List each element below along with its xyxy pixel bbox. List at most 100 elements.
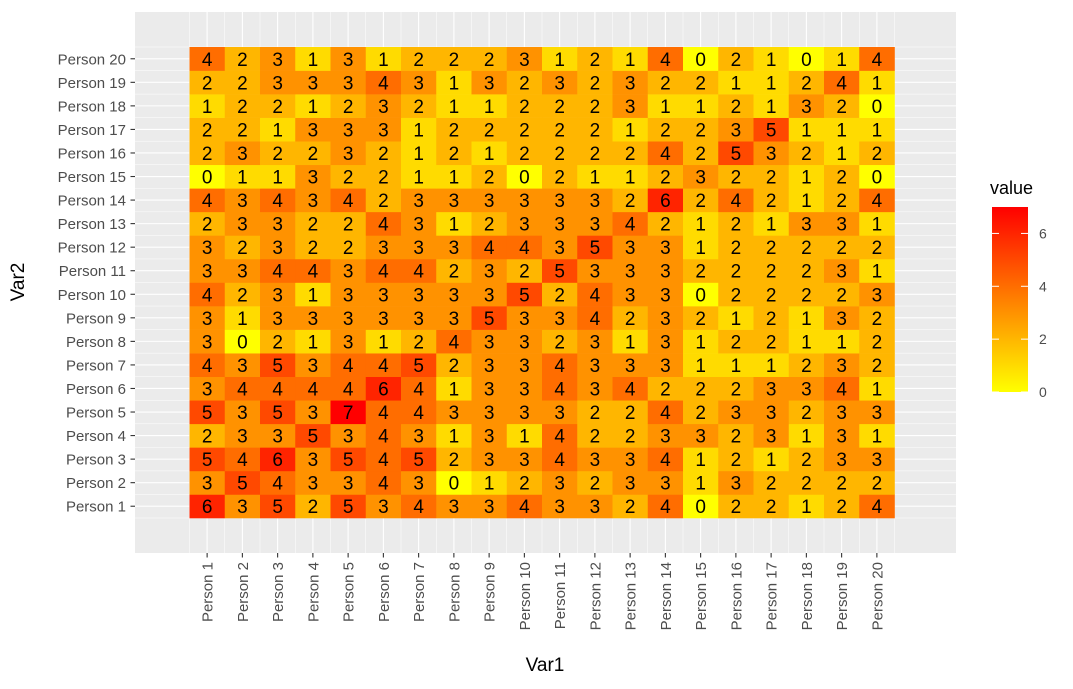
heatmap-cell bbox=[577, 47, 613, 71]
heatmap-cell bbox=[542, 329, 578, 354]
heatmap-cell bbox=[718, 353, 754, 377]
heatmap-cell bbox=[577, 141, 613, 166]
cell-value-label: 4 bbox=[378, 215, 389, 236]
heatmap-cell bbox=[859, 188, 895, 213]
heatmap-cell bbox=[859, 306, 895, 330]
legend-ticks: 0 2 4 6 bbox=[992, 225, 1047, 400]
cell-value-label: 1 bbox=[554, 50, 565, 71]
heatmap-cell bbox=[189, 188, 226, 213]
cell-value-label: 5 bbox=[237, 474, 248, 495]
heatmap-cell bbox=[471, 282, 508, 307]
cell-value-label: 2 bbox=[449, 120, 460, 141]
cell-value-label: 4 bbox=[202, 285, 213, 306]
cell-value-label: 4 bbox=[836, 73, 847, 94]
heatmap-cell bbox=[224, 400, 261, 425]
heatmap-cell bbox=[189, 94, 226, 118]
cell-value-label: 3 bbox=[449, 497, 460, 518]
heatmap-cell bbox=[471, 117, 508, 142]
cell-value-label: 3 bbox=[836, 215, 847, 236]
cell-value-label: 4 bbox=[554, 356, 565, 377]
heatmap-cell bbox=[753, 211, 790, 236]
heatmap-cell bbox=[753, 164, 790, 189]
cell-value-label: 3 bbox=[625, 73, 636, 94]
cell-value-label: 1 bbox=[872, 379, 883, 400]
y-tick-label: Person 15 bbox=[58, 169, 126, 186]
heatmap-cell bbox=[718, 470, 754, 495]
heatmap-cell bbox=[436, 258, 472, 283]
cell-value-label: 4 bbox=[202, 191, 213, 212]
heatmap-cell bbox=[260, 70, 296, 95]
cell-value-label: 2 bbox=[695, 262, 706, 283]
heatmap-cell bbox=[824, 188, 860, 213]
heatmap-cell bbox=[612, 70, 649, 95]
heatmap-cell bbox=[683, 258, 719, 283]
heatmap-cell bbox=[542, 94, 578, 118]
cell-value-label: 1 bbox=[449, 215, 460, 236]
heatmap-cell bbox=[471, 70, 508, 95]
heatmap-cell bbox=[471, 94, 508, 118]
cell-value-label: 2 bbox=[554, 285, 565, 306]
heatmap-cell bbox=[577, 94, 613, 118]
cell-value-label: 2 bbox=[590, 403, 601, 424]
cell-value-label: 3 bbox=[484, 285, 495, 306]
heatmap-cell bbox=[824, 400, 860, 425]
x-tick-label: Person 20 bbox=[869, 562, 886, 630]
cell-value-label: 3 bbox=[554, 191, 565, 212]
cell-value-label: 6 bbox=[378, 379, 389, 400]
heatmap-cell bbox=[753, 306, 790, 330]
cell-value-label: 3 bbox=[872, 285, 883, 306]
heatmap-cell bbox=[436, 164, 472, 189]
heatmap-cell bbox=[577, 211, 613, 236]
heatmap-cell bbox=[612, 282, 649, 307]
heatmap-cell bbox=[753, 282, 790, 307]
heatmap-cell bbox=[647, 306, 684, 330]
cell-value-label: 2 bbox=[413, 332, 424, 353]
legend-tick-label: 2 bbox=[1039, 331, 1047, 347]
heatmap-cell bbox=[506, 353, 543, 377]
cell-value-label: 3 bbox=[343, 332, 354, 353]
heatmap-cell bbox=[436, 376, 472, 401]
cell-value-label: 3 bbox=[590, 215, 601, 236]
heatmap-cell bbox=[260, 470, 296, 495]
cell-value-label: 3 bbox=[202, 332, 213, 353]
heatmap-cell bbox=[365, 235, 402, 260]
heatmap-cell bbox=[577, 494, 613, 519]
heatmap-cell bbox=[506, 400, 543, 425]
heatmap-cell bbox=[436, 235, 472, 260]
heatmap-cell bbox=[577, 423, 613, 448]
heatmap-cell bbox=[647, 400, 684, 425]
cell-value-label: 1 bbox=[378, 50, 389, 71]
heatmap-cell bbox=[436, 423, 472, 448]
cell-value-label: 3 bbox=[343, 427, 354, 448]
heatmap-cell bbox=[401, 376, 437, 401]
heatmap-cell bbox=[542, 400, 578, 425]
cell-value-label: 4 bbox=[554, 379, 565, 400]
cell-value-label: 4 bbox=[378, 356, 389, 377]
heatmap-cell bbox=[401, 306, 437, 330]
heatmap-cell bbox=[365, 164, 402, 189]
heatmap-cell bbox=[577, 329, 613, 354]
cell-value-label: 2 bbox=[625, 497, 636, 518]
heatmap-cell bbox=[365, 258, 402, 283]
heatmap-cell bbox=[471, 329, 508, 354]
heatmap-cell bbox=[506, 494, 543, 519]
heatmap-cell bbox=[647, 70, 684, 95]
cell-value-label: 2 bbox=[554, 332, 565, 353]
cell-value-label: 3 bbox=[202, 474, 213, 495]
heatmap-cell bbox=[330, 235, 367, 260]
heatmap-cell bbox=[859, 329, 895, 354]
cell-value-label: 1 bbox=[731, 73, 742, 94]
heatmap-cell bbox=[401, 94, 437, 118]
heatmap-cell bbox=[718, 47, 754, 71]
heatmap-cell bbox=[506, 164, 543, 189]
heatmap-cell bbox=[330, 141, 367, 166]
x-tick-label: Person 4 bbox=[305, 562, 322, 622]
cell-value-label: 3 bbox=[413, 73, 424, 94]
heatmap-cell bbox=[824, 235, 860, 260]
cell-value-label: 2 bbox=[413, 97, 424, 118]
cell-value-label: 3 bbox=[519, 309, 530, 330]
cell-value-label: 2 bbox=[731, 497, 742, 518]
heatmap-cell bbox=[224, 47, 261, 71]
heatmap-cell bbox=[224, 211, 261, 236]
cell-value-label: 6 bbox=[202, 497, 213, 518]
